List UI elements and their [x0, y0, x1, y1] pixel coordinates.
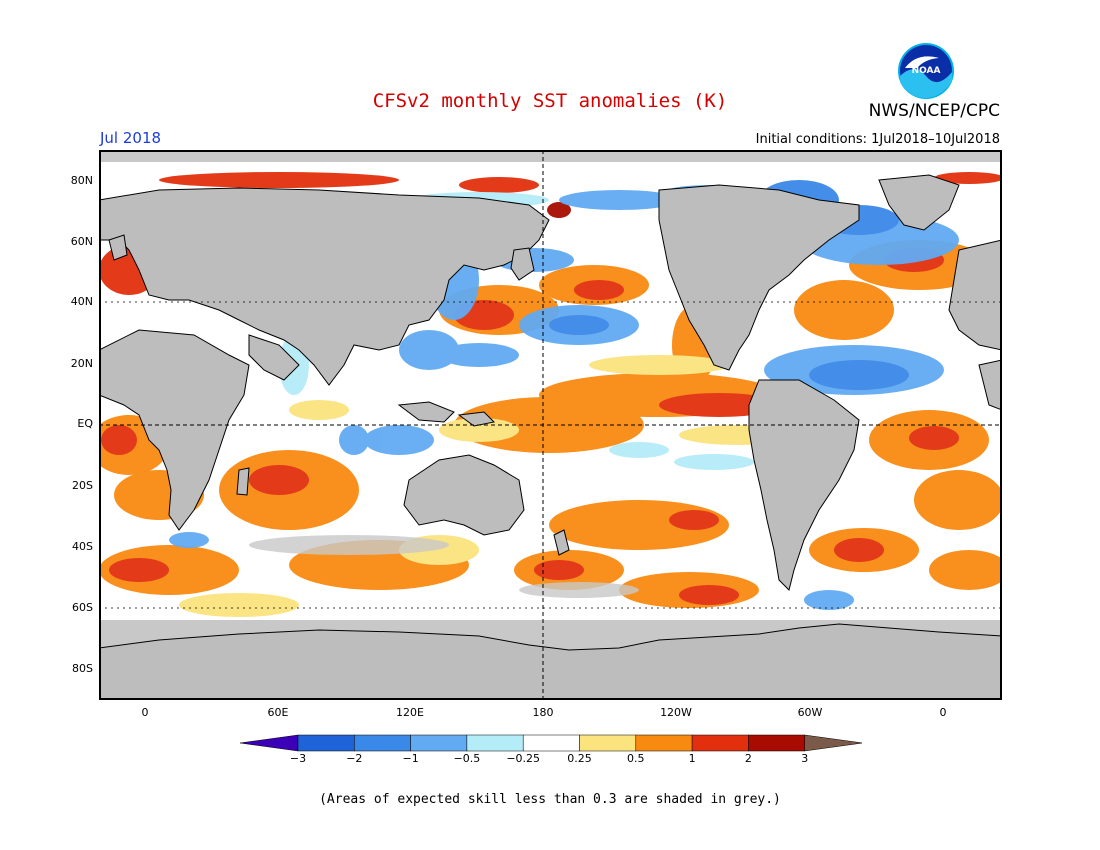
colorbar-swatch: [635, 734, 693, 752]
sst-anomaly-map: [99, 150, 1002, 700]
colorbar-label: −3: [289, 752, 307, 765]
colorbar-swatch: [297, 734, 355, 752]
colorbar-swatch: [522, 734, 580, 752]
lon-tick-label: 120W: [660, 706, 692, 719]
colorbar-label: 1: [688, 752, 696, 765]
colorbar-swatch: [691, 734, 749, 752]
colorbar-label: 3: [801, 752, 809, 765]
colorbar-label: −2: [346, 752, 363, 765]
lon-tick-label: 60E: [267, 706, 289, 719]
lon-tick-label: 180: [532, 706, 554, 719]
lat-tick-label: 60S: [72, 601, 93, 614]
gridlines: [99, 150, 1002, 700]
colorbar-swatch: [410, 734, 468, 752]
noaa-logo-text: NOAA: [912, 66, 941, 76]
lat-tick-label: 20N: [70, 357, 93, 370]
colorbar-swatch: [748, 734, 805, 752]
colorbar-label: −0.5: [453, 752, 481, 765]
lat-tick-label: 80N: [70, 174, 93, 187]
colorbar-swatch-min: [239, 734, 299, 752]
noaa-logo: NOAA: [895, 42, 957, 100]
lon-tick-label: 120E: [396, 706, 424, 719]
colorbar: [239, 733, 863, 753]
lat-tick-label: 40S: [72, 540, 93, 553]
colorbar-label: 0.25: [567, 752, 592, 765]
lat-tick-label: 20S: [72, 479, 93, 492]
lon-tick-label: 0: [141, 706, 149, 719]
colorbar-swatch: [354, 734, 411, 752]
colorbar-swatch: [579, 734, 637, 752]
colorbar-label: 0.5: [627, 752, 645, 765]
lat-tick-label: 80S: [72, 662, 93, 675]
initial-conditions-label: Initial conditions: 1Jul2018–10Jul2018: [755, 132, 1000, 147]
lat-tick-label: EQ: [77, 417, 93, 430]
map-frame: [99, 150, 1002, 700]
lon-tick-label: 60W: [797, 706, 823, 719]
colorbar-label: 2: [744, 752, 752, 765]
lon-tick-label: 0: [939, 706, 947, 719]
land-masses: [99, 174, 1002, 700]
lat-tick-label: 40N: [70, 295, 93, 308]
colorbar-swatch: [466, 734, 524, 752]
colorbar-label: −0.25: [506, 752, 541, 765]
colorbar-swatch-max: [804, 734, 863, 752]
skill-footnote: (Areas of expected skill less than 0.3 a…: [319, 792, 781, 807]
chart-title: CFSv2 monthly SST anomalies (K): [372, 90, 728, 112]
valid-month-label: Jul 2018: [100, 129, 162, 147]
colorbar-label: −1: [402, 752, 419, 765]
lat-tick-label: 60N: [70, 235, 93, 248]
organization-label: NWS/NCEP/CPC: [868, 101, 1000, 121]
